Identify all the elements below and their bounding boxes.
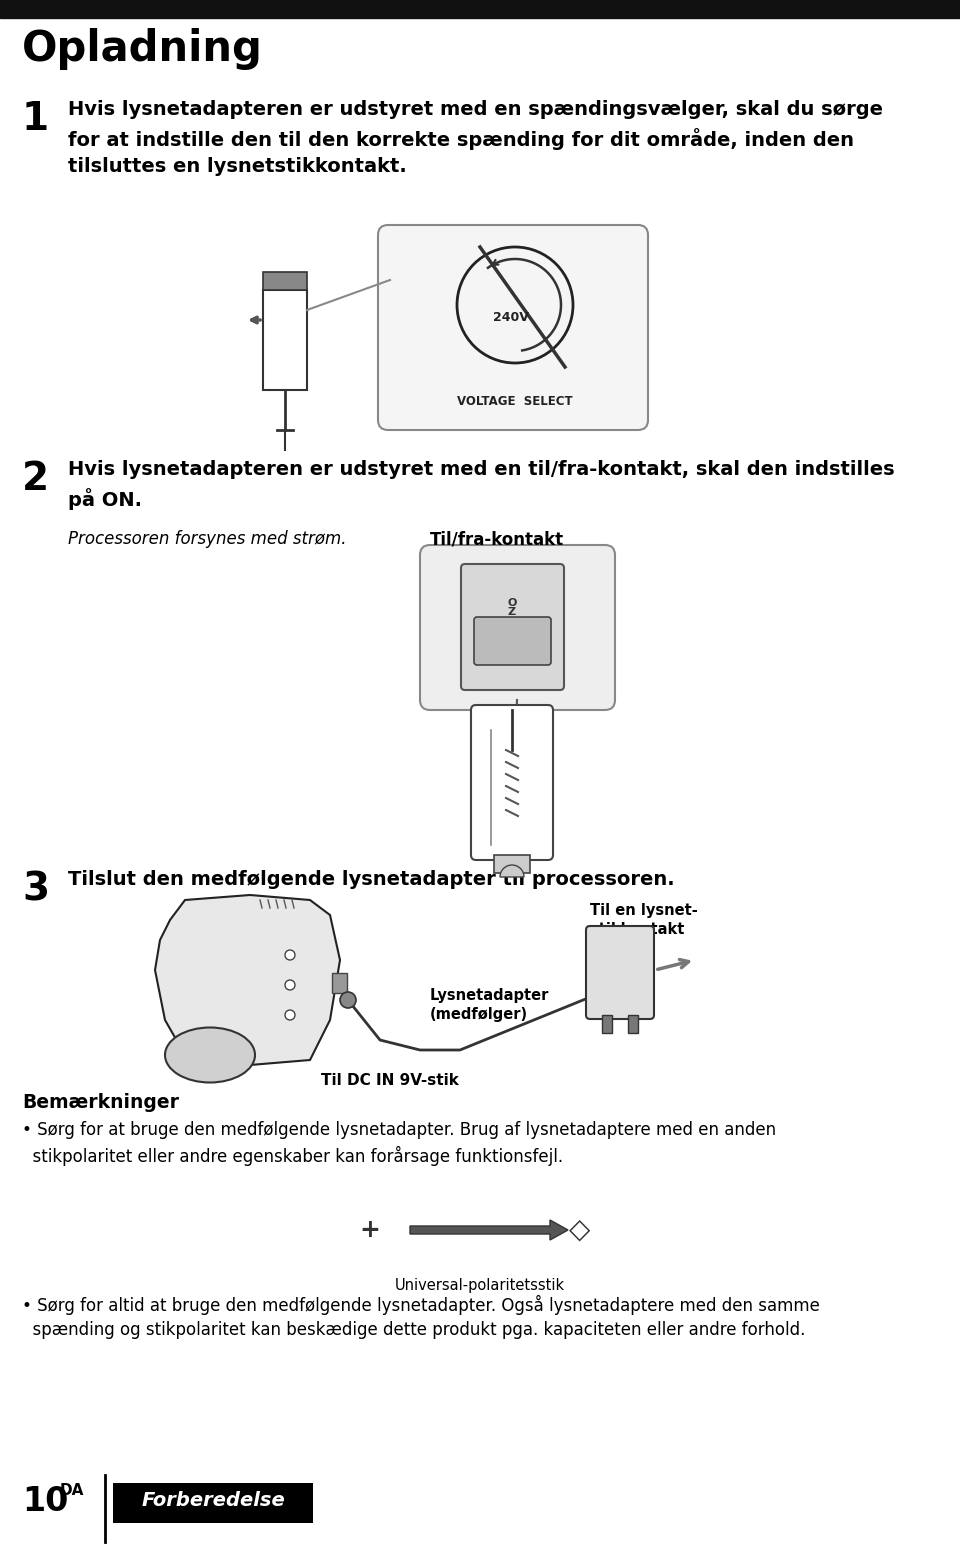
FancyBboxPatch shape — [378, 226, 648, 430]
Bar — [494, 855, 530, 873]
Text: Hvis lysnetadapteren er udstyret med en spændingsvælger, skal du sørge
for at in: Hvis lysnetadapteren er udstyret med en … — [68, 100, 883, 176]
Bar — [332, 973, 347, 993]
Text: ◇: ◇ — [569, 1216, 590, 1244]
Circle shape — [285, 979, 295, 990]
Wedge shape — [500, 866, 524, 877]
Bar — [263, 272, 307, 290]
Text: VOLTAGE  SELECT: VOLTAGE SELECT — [457, 395, 573, 408]
FancyBboxPatch shape — [471, 705, 553, 859]
Bar — [113, 1482, 313, 1523]
Bar — [602, 1015, 612, 1032]
Text: Til/fra-kontakt: Til/fra-kontakt — [430, 529, 564, 548]
Text: 3: 3 — [22, 870, 49, 908]
Text: Til DC IN 9V-stik: Til DC IN 9V-stik — [321, 1073, 459, 1088]
FancyBboxPatch shape — [474, 617, 551, 665]
Text: Universal-polaritetsstik: Universal-polaritetsstik — [395, 1278, 565, 1292]
Bar — [0, 0, 960, 19]
Polygon shape — [155, 895, 340, 1065]
Text: O
Z: O Z — [507, 598, 516, 617]
Text: Processoren forsynes med strøm.: Processoren forsynes med strøm. — [68, 529, 347, 548]
Text: • Sørg for altid at bruge den medfølgende lysnetadapter. Også lysnetadaptere med: • Sørg for altid at bruge den medfølgend… — [22, 1295, 820, 1339]
Text: • Sørg for at bruge den medfølgende lysnetadapter. Brug af lysnetadaptere med en: • Sørg for at bruge den medfølgende lysn… — [22, 1121, 776, 1166]
Text: Til en lysnet-
stikkontakt: Til en lysnet- stikkontakt — [590, 903, 698, 937]
Text: Lysnetadapter
(medfølger): Lysnetadapter (medfølger) — [430, 989, 549, 1021]
FancyBboxPatch shape — [586, 926, 654, 1018]
Bar — [263, 290, 307, 389]
Text: DA: DA — [60, 1482, 84, 1498]
Text: Hvis lysnetadapteren er udstyret med en til/fra-kontakt, skal den indstilles
på : Hvis lysnetadapteren er udstyret med en … — [68, 459, 895, 511]
Text: 1: 1 — [22, 100, 49, 139]
Text: 240V: 240V — [493, 310, 529, 324]
Circle shape — [285, 950, 295, 961]
Circle shape — [285, 1010, 295, 1020]
Text: Bemærkninger: Bemærkninger — [22, 1093, 179, 1112]
FancyBboxPatch shape — [461, 564, 564, 690]
FancyArrow shape — [410, 1221, 568, 1239]
FancyBboxPatch shape — [420, 545, 615, 710]
Text: Processor: Processor — [210, 903, 292, 919]
Text: Forberedelse: Forberedelse — [141, 1492, 285, 1510]
Bar — [628, 1015, 638, 1032]
Text: 10: 10 — [22, 1485, 68, 1518]
Text: 2: 2 — [22, 459, 49, 498]
Text: +: + — [360, 1218, 380, 1242]
Circle shape — [340, 992, 356, 1007]
Text: Tilslut den medfølgende lysnetadapter til processoren.: Tilslut den medfølgende lysnetadapter ti… — [68, 870, 675, 889]
Ellipse shape — [165, 1028, 255, 1082]
Text: Opladning: Opladning — [22, 28, 263, 70]
